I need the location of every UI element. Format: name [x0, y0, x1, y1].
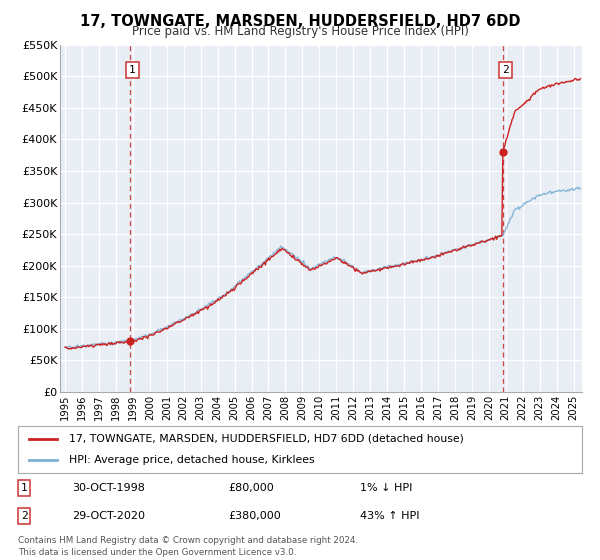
Text: HPI: Average price, detached house, Kirklees: HPI: Average price, detached house, Kirk… — [69, 455, 314, 465]
Text: 2: 2 — [20, 511, 28, 521]
Text: 43% ↑ HPI: 43% ↑ HPI — [360, 511, 419, 521]
Text: 29-OCT-2020: 29-OCT-2020 — [72, 511, 145, 521]
Text: 17, TOWNGATE, MARSDEN, HUDDERSFIELD, HD7 6DD (detached house): 17, TOWNGATE, MARSDEN, HUDDERSFIELD, HD7… — [69, 434, 464, 444]
Text: 1% ↓ HPI: 1% ↓ HPI — [360, 483, 412, 493]
Text: 1: 1 — [129, 65, 136, 75]
Text: 2: 2 — [502, 65, 509, 75]
Text: 17, TOWNGATE, MARSDEN, HUDDERSFIELD, HD7 6DD: 17, TOWNGATE, MARSDEN, HUDDERSFIELD, HD7… — [80, 14, 520, 29]
Text: £80,000: £80,000 — [228, 483, 274, 493]
Text: Price paid vs. HM Land Registry's House Price Index (HPI): Price paid vs. HM Land Registry's House … — [131, 25, 469, 38]
Text: 30-OCT-1998: 30-OCT-1998 — [72, 483, 145, 493]
Text: 1: 1 — [20, 483, 28, 493]
Text: £380,000: £380,000 — [228, 511, 281, 521]
Text: Contains HM Land Registry data © Crown copyright and database right 2024.
This d: Contains HM Land Registry data © Crown c… — [18, 536, 358, 557]
